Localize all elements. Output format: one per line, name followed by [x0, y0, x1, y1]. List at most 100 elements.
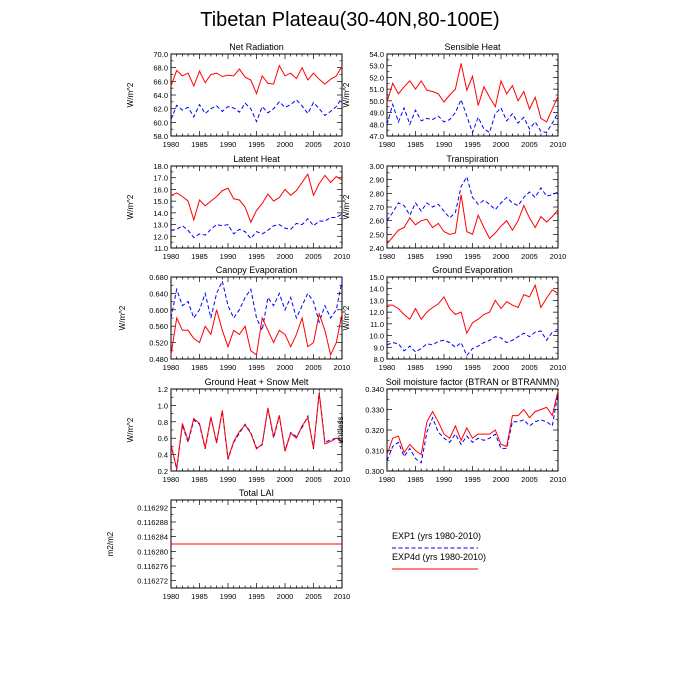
chart-panel: Latent Heat 1980 1985 1990 1995 2000 2005 2010 1… — [126, 154, 350, 261]
y-tick-label: 52.0 — [369, 73, 384, 82]
x-tick-label: 2010 — [334, 140, 351, 149]
series-line-exp4d — [170, 393, 343, 469]
x-tick-label: 1995 — [464, 363, 481, 372]
y-tick-label: 0.600 — [149, 306, 168, 315]
x-tick-label: 1980 — [379, 475, 396, 484]
x-tick-label: 2000 — [277, 140, 294, 149]
y-tick-label: 18.0 — [153, 162, 168, 171]
chart-panel: Soil moisture factor (BTRAN or BTRANMN) 1… — [336, 377, 566, 484]
panel-title: Transpiration — [446, 154, 498, 164]
x-tick-label: 2000 — [277, 475, 294, 484]
y-tick-label: 60.0 — [153, 118, 168, 127]
x-tick-label: 2010 — [550, 363, 567, 372]
x-tick-label: 1980 — [163, 363, 180, 372]
y-tick-label: 53.0 — [369, 62, 384, 71]
y-axis-label: W/m^2 — [118, 305, 127, 330]
legend-label: EXP1 (yrs 1980-2010) — [392, 531, 481, 541]
x-tick-label: 1990 — [220, 252, 237, 261]
plot-frame — [170, 388, 343, 472]
chart-panel: Ground Heat + Snow Melt 1980 1985 1990 1995 2… — [126, 377, 350, 484]
x-tick-label: 2005 — [521, 252, 538, 261]
y-tick-label: 70.0 — [153, 50, 168, 59]
y-tick-label: 0.320 — [365, 426, 384, 435]
y-tick-label: 58.0 — [153, 132, 168, 141]
y-axis-label: W/m^2 — [126, 82, 135, 107]
x-tick-label: 1980 — [163, 140, 180, 149]
y-tick-label: 49.0 — [369, 109, 384, 118]
y-axis-label: W/m^2 — [342, 305, 351, 330]
figure-title: Tibetan Plateau(30-40N,80-100E) — [200, 9, 500, 31]
y-tick-label: 2.90 — [369, 176, 384, 185]
x-tick-label: 2000 — [493, 252, 510, 261]
x-tick-label: 1995 — [464, 140, 481, 149]
x-tick-label: 1980 — [379, 140, 396, 149]
y-tick-label: 0.520 — [149, 339, 168, 348]
x-tick-label: 1990 — [220, 363, 237, 372]
panel-title: Net Radiation — [229, 42, 284, 52]
y-tick-label: 2.50 — [369, 230, 384, 239]
y-axis-label: W/m^2 — [342, 194, 351, 219]
x-tick-label: 1995 — [248, 363, 265, 372]
x-tick-label: 2010 — [550, 252, 567, 261]
x-tick-label: 2010 — [550, 140, 567, 149]
y-tick-label: 12.0 — [369, 308, 384, 317]
y-tick-label: 0.2 — [158, 467, 168, 476]
panel-title: Soil moisture factor (BTRAN or BTRANMN) — [386, 377, 560, 387]
x-tick-label: 1985 — [191, 475, 208, 484]
legend-label: EXP4d (yrs 1980-2010) — [392, 552, 486, 562]
x-tick-label: 2005 — [521, 475, 538, 484]
x-tick-label: 1985 — [407, 252, 424, 261]
y-tick-label: 16.0 — [153, 185, 168, 194]
y-tick-label: 0.116292 — [137, 503, 168, 512]
y-tick-label: 0.116288 — [137, 518, 168, 527]
y-tick-label: 2.60 — [369, 217, 384, 226]
x-tick-label: 1995 — [248, 252, 265, 261]
x-tick-label: 1985 — [191, 363, 208, 372]
x-tick-label: 2005 — [305, 592, 322, 601]
series-line-exp1 — [386, 175, 559, 221]
x-tick-label: 1985 — [407, 475, 424, 484]
x-tick-label: 1995 — [464, 252, 481, 261]
x-tick-label: 1995 — [248, 475, 265, 484]
panel-title: Ground Heat + Snow Melt — [205, 377, 309, 387]
series-line-exp1 — [170, 279, 343, 332]
series-line-exp1 — [386, 393, 559, 464]
y-tick-label: 0.480 — [149, 355, 168, 364]
series-line-exp1 — [386, 330, 559, 357]
y-tick-label: 0.6 — [158, 434, 168, 443]
y-tick-label: 9.0 — [374, 343, 384, 352]
x-tick-label: 1990 — [220, 592, 237, 601]
y-tick-label: 10.0 — [369, 332, 384, 341]
series-line-exp4d — [386, 194, 559, 245]
series-line-exp1 — [170, 392, 343, 470]
series-line-exp4d — [386, 390, 559, 456]
y-axis-label: W/m^2 — [126, 194, 135, 219]
y-tick-label: 54.0 — [369, 50, 384, 59]
y-tick-label: 51.0 — [369, 85, 384, 94]
y-tick-label: 0.8 — [158, 418, 168, 427]
y-tick-label: 14.0 — [369, 285, 384, 294]
x-tick-label: 1995 — [464, 475, 481, 484]
y-tick-label: 64.0 — [153, 91, 168, 100]
y-tick-label: 15.0 — [153, 197, 168, 206]
y-tick-label: 0.560 — [149, 322, 168, 331]
y-axis-label: m2/m2 — [106, 531, 115, 556]
y-tick-label: 68.0 — [153, 64, 168, 73]
x-tick-label: 2005 — [521, 363, 538, 372]
plot-frame — [170, 165, 343, 249]
y-tick-label: 8.0 — [374, 355, 384, 364]
y-tick-label: 0.116272 — [137, 577, 168, 586]
x-tick-label: 1985 — [191, 252, 208, 261]
y-tick-label: 0.680 — [149, 273, 168, 282]
y-tick-label: 0.330 — [365, 406, 384, 415]
y-tick-label: 15.0 — [369, 273, 384, 282]
legend: EXP1 (yrs 1980-2010) EXP4d (yrs 1980-2010… — [392, 531, 486, 570]
x-tick-label: 1985 — [407, 140, 424, 149]
x-tick-label: 2010 — [334, 252, 351, 261]
panel-title: Canopy Evaporation — [216, 265, 298, 275]
y-tick-label: 2.40 — [369, 244, 384, 253]
chart-panel: Canopy Evaporation 1980 1985 1990 1995 2000 20… — [118, 265, 350, 372]
plot-frame — [170, 276, 343, 360]
y-tick-label: 0.4 — [158, 451, 168, 460]
